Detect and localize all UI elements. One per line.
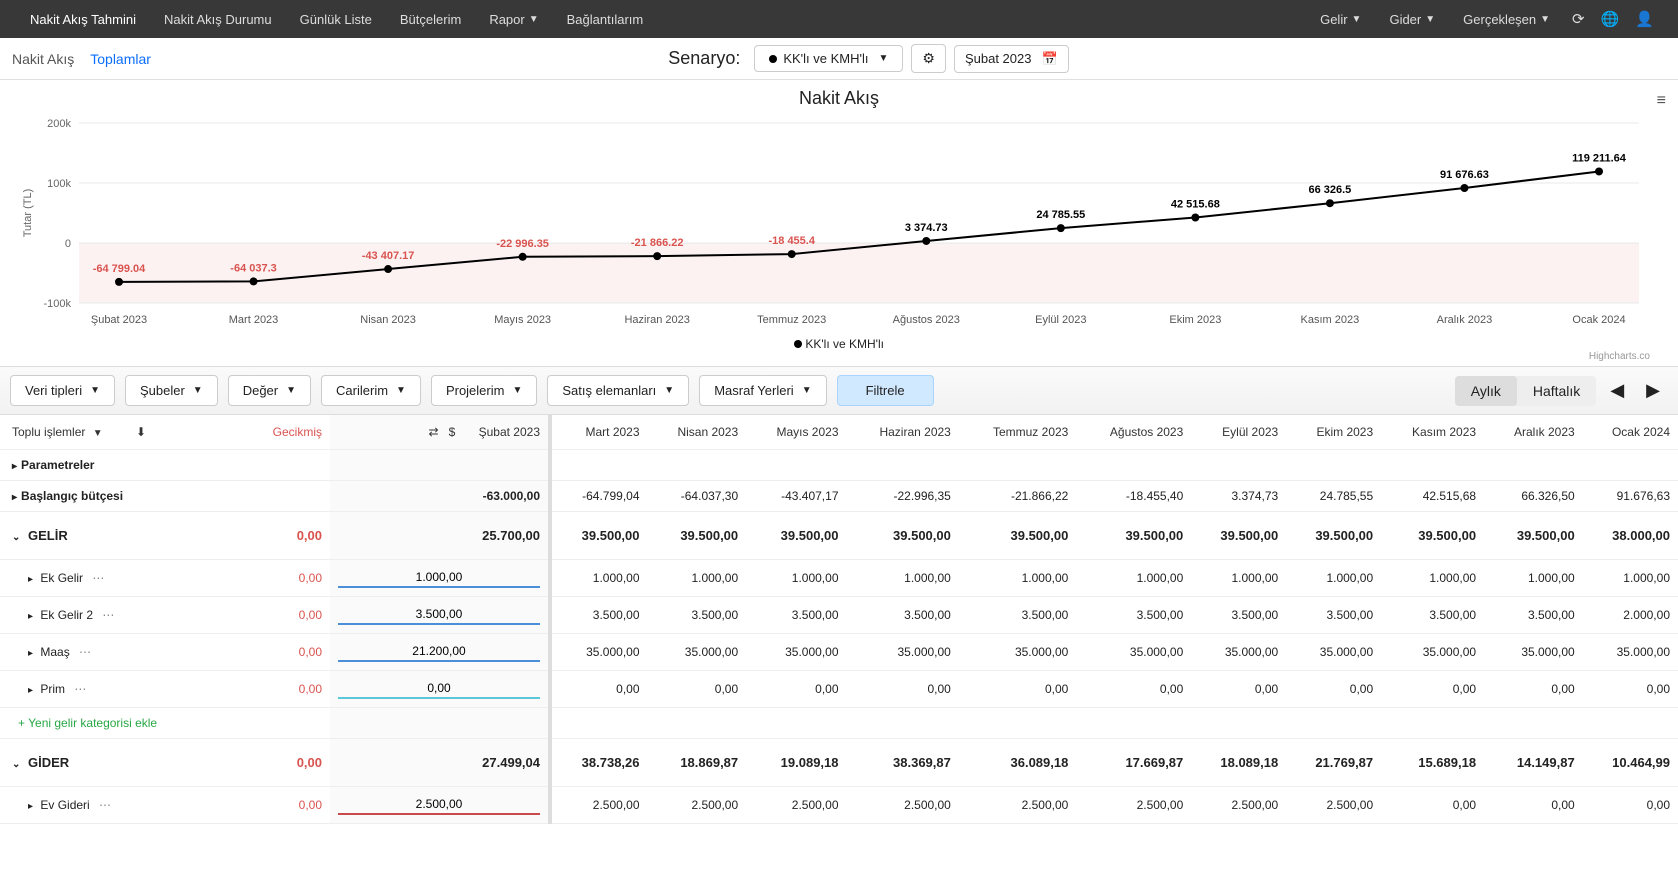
- settings-button[interactable]: ⚙: [911, 44, 946, 73]
- filters-bar: Veri tipleri ▼ Şubeler ▼ Değer ▼ Carilerim …: [0, 366, 1678, 415]
- filter-masraf-yerleri[interactable]: Masraf Yerleri ▼: [699, 375, 826, 406]
- svg-text:-64 037.3: -64 037.3: [230, 262, 276, 274]
- svg-text:Nisan 2023: Nisan 2023: [360, 314, 416, 326]
- svg-text:Temmuz 2023: Temmuz 2023: [757, 314, 826, 326]
- nav-nakit-akis-tahmini[interactable]: Nakit Akış Tahmini: [16, 0, 150, 38]
- globe-icon[interactable]: 🌐: [1593, 10, 1628, 28]
- svg-text:91 676.63: 91 676.63: [1440, 169, 1489, 181]
- row-ek-gelir2: ▸ Ek Gelir 2 ⋯0,003.500,003.500,003.500,…: [0, 597, 1678, 634]
- svg-text:Haziran 2023: Haziran 2023: [624, 314, 689, 326]
- svg-text:-64 799.04: -64 799.04: [93, 263, 146, 275]
- svg-text:Mayıs 2023: Mayıs 2023: [494, 314, 551, 326]
- filter-carilerim[interactable]: Carilerim ▼: [321, 375, 421, 406]
- chart-legend: KK'lı ve KMH'lı: [16, 337, 1662, 351]
- next-period-button[interactable]: ▶: [1638, 376, 1668, 405]
- filtrele-button[interactable]: Filtrele: [837, 375, 934, 406]
- prev-period-button[interactable]: ◀: [1602, 376, 1632, 405]
- period-monthly[interactable]: Aylık: [1455, 376, 1517, 406]
- sub-navbar: Nakit Akış Toplamlar Senaryo: KK'lı ve K…: [0, 38, 1678, 80]
- svg-text:119 211.64: 119 211.64: [1572, 152, 1627, 164]
- nav-rapor[interactable]: Rapor▼: [475, 0, 552, 38]
- add-gelir-row[interactable]: + Yeni gelir kategorisi ekle: [0, 708, 1678, 739]
- nav-butcelerim[interactable]: Bütçelerim: [386, 0, 475, 38]
- svg-text:42 515.68: 42 515.68: [1171, 198, 1220, 210]
- svg-text:Eylül 2023: Eylül 2023: [1035, 314, 1086, 326]
- row-prim-input[interactable]: [338, 679, 540, 699]
- svg-text:Aralık 2023: Aralık 2023: [1437, 314, 1493, 326]
- svg-text:Tutar (TL): Tutar (TL): [22, 189, 34, 238]
- svg-text:3 374.73: 3 374.73: [905, 222, 948, 234]
- row-maas-input[interactable]: [338, 642, 540, 662]
- row-ev-gideri: ▸ Ev Gideri ⋯0,002.500,002.500,002.500,0…: [0, 787, 1678, 824]
- svg-text:Ağustos 2023: Ağustos 2023: [893, 314, 960, 326]
- svg-text:Şubat 2023: Şubat 2023: [91, 314, 147, 326]
- svg-text:-21 866.22: -21 866.22: [631, 237, 684, 249]
- filter-değer[interactable]: Değer ▼: [228, 375, 311, 406]
- row-ek-gelir-input[interactable]: [338, 568, 540, 588]
- svg-text:0: 0: [65, 238, 71, 250]
- cashflow-chart: -100k 0 100k 200k Tutar (TL) -64 799.04 Şubat …: [16, 113, 1662, 333]
- svg-text:-100k: -100k: [43, 298, 71, 310]
- svg-text:-18 455.4: -18 455.4: [768, 235, 815, 247]
- nav-baglantilarim[interactable]: Bağlantılarım: [553, 0, 658, 38]
- svg-text:200k: 200k: [47, 118, 71, 130]
- chart-title: Nakit Akış: [16, 88, 1662, 109]
- date-picker[interactable]: Şubat 2023 📅: [954, 45, 1069, 73]
- row-prim: ▸ Prim ⋯0,000,000,000,000,000,000,000,00…: [0, 671, 1678, 708]
- top-navbar: Nakit Akış Tahmini Nakit Akış Durumu Gün…: [0, 0, 1678, 38]
- row-ek-gelir2-input[interactable]: [338, 605, 540, 625]
- row-maas: ▸ Maaş ⋯0,0035.000,0035.000,0035.000,003…: [0, 634, 1678, 671]
- filter-şubeler[interactable]: Şubeler ▼: [125, 375, 218, 406]
- nav-gunluk-liste[interactable]: Günlük Liste: [286, 0, 386, 38]
- toplu-islemler-dropdown[interactable]: Toplu işlemler ▼: [12, 425, 103, 439]
- row-baslangic: ▸Başlangıç bütçesi-63.000,00-64.799,04-6…: [0, 481, 1678, 512]
- currency-icon[interactable]: $: [449, 425, 456, 439]
- svg-text:24 785.55: 24 785.55: [1036, 209, 1085, 221]
- period-weekly[interactable]: Haftalık: [1517, 376, 1596, 406]
- row-ev-gideri-input[interactable]: [338, 795, 540, 815]
- dot-icon: [769, 55, 777, 63]
- chart-menu-icon[interactable]: ≡: [1657, 92, 1666, 110]
- nav-nakit-akis-durumu[interactable]: Nakit Akış Durumu: [150, 0, 286, 38]
- calendar-icon: 📅: [1041, 51, 1057, 67]
- filter-veri-tipleri[interactable]: Veri tipleri ▼: [10, 375, 115, 406]
- nav-gerceklesen[interactable]: Gerçekleşen▼: [1449, 0, 1564, 38]
- svg-text:-22 996.35: -22 996.35: [496, 238, 549, 250]
- tab-nakit-akis[interactable]: Nakit Akış: [12, 41, 74, 77]
- tab-toplamlar[interactable]: Toplamlar: [90, 41, 151, 77]
- filter-satış-elemanları[interactable]: Satış elemanları ▼: [547, 375, 689, 406]
- download-icon[interactable]: ⬇: [136, 425, 146, 439]
- svg-text:66 326.5: 66 326.5: [1308, 184, 1351, 196]
- svg-text:-43 407.17: -43 407.17: [362, 250, 415, 262]
- svg-text:100k: 100k: [47, 178, 71, 190]
- refresh-icon[interactable]: ⟳: [1564, 10, 1593, 28]
- svg-text:Mart 2023: Mart 2023: [229, 314, 279, 326]
- filter-projelerim[interactable]: Projelerim ▼: [431, 375, 537, 406]
- row-parametreler: ▸Parametreler: [0, 450, 1678, 481]
- row-gelir: ⌄ GELİR0,0025.700,0039.500,0039.500,0039…: [0, 512, 1678, 560]
- row-ek-gelir: ▸ Ek Gelir ⋯0,001.000,001.000,001.000,00…: [0, 560, 1678, 597]
- nav-gelir[interactable]: Gelir▼: [1306, 0, 1375, 38]
- cashflow-table: Toplu işlemler ▼ ⬇Gecikmiş⇄ $ Şubat 2023…: [0, 415, 1678, 824]
- nav-gider[interactable]: Gider▼: [1375, 0, 1449, 38]
- svg-text:Kasım 2023: Kasım 2023: [1301, 314, 1360, 326]
- user-icon[interactable]: 👤: [1627, 10, 1662, 28]
- scenario-dropdown[interactable]: KK'lı ve KMH'lı ▼: [754, 45, 903, 72]
- row-gider: ⌄ GİDER0,0027.499,0438.738,2618.869,8719…: [0, 739, 1678, 787]
- chart-credit: Highcharts.co: [16, 351, 1662, 362]
- scenario-label: Senaryo:: [668, 48, 740, 69]
- svg-text:Ocak 2024: Ocak 2024: [1572, 314, 1625, 326]
- svg-text:Ekim 2023: Ekim 2023: [1169, 314, 1221, 326]
- swap-icon[interactable]: ⇄: [429, 425, 439, 439]
